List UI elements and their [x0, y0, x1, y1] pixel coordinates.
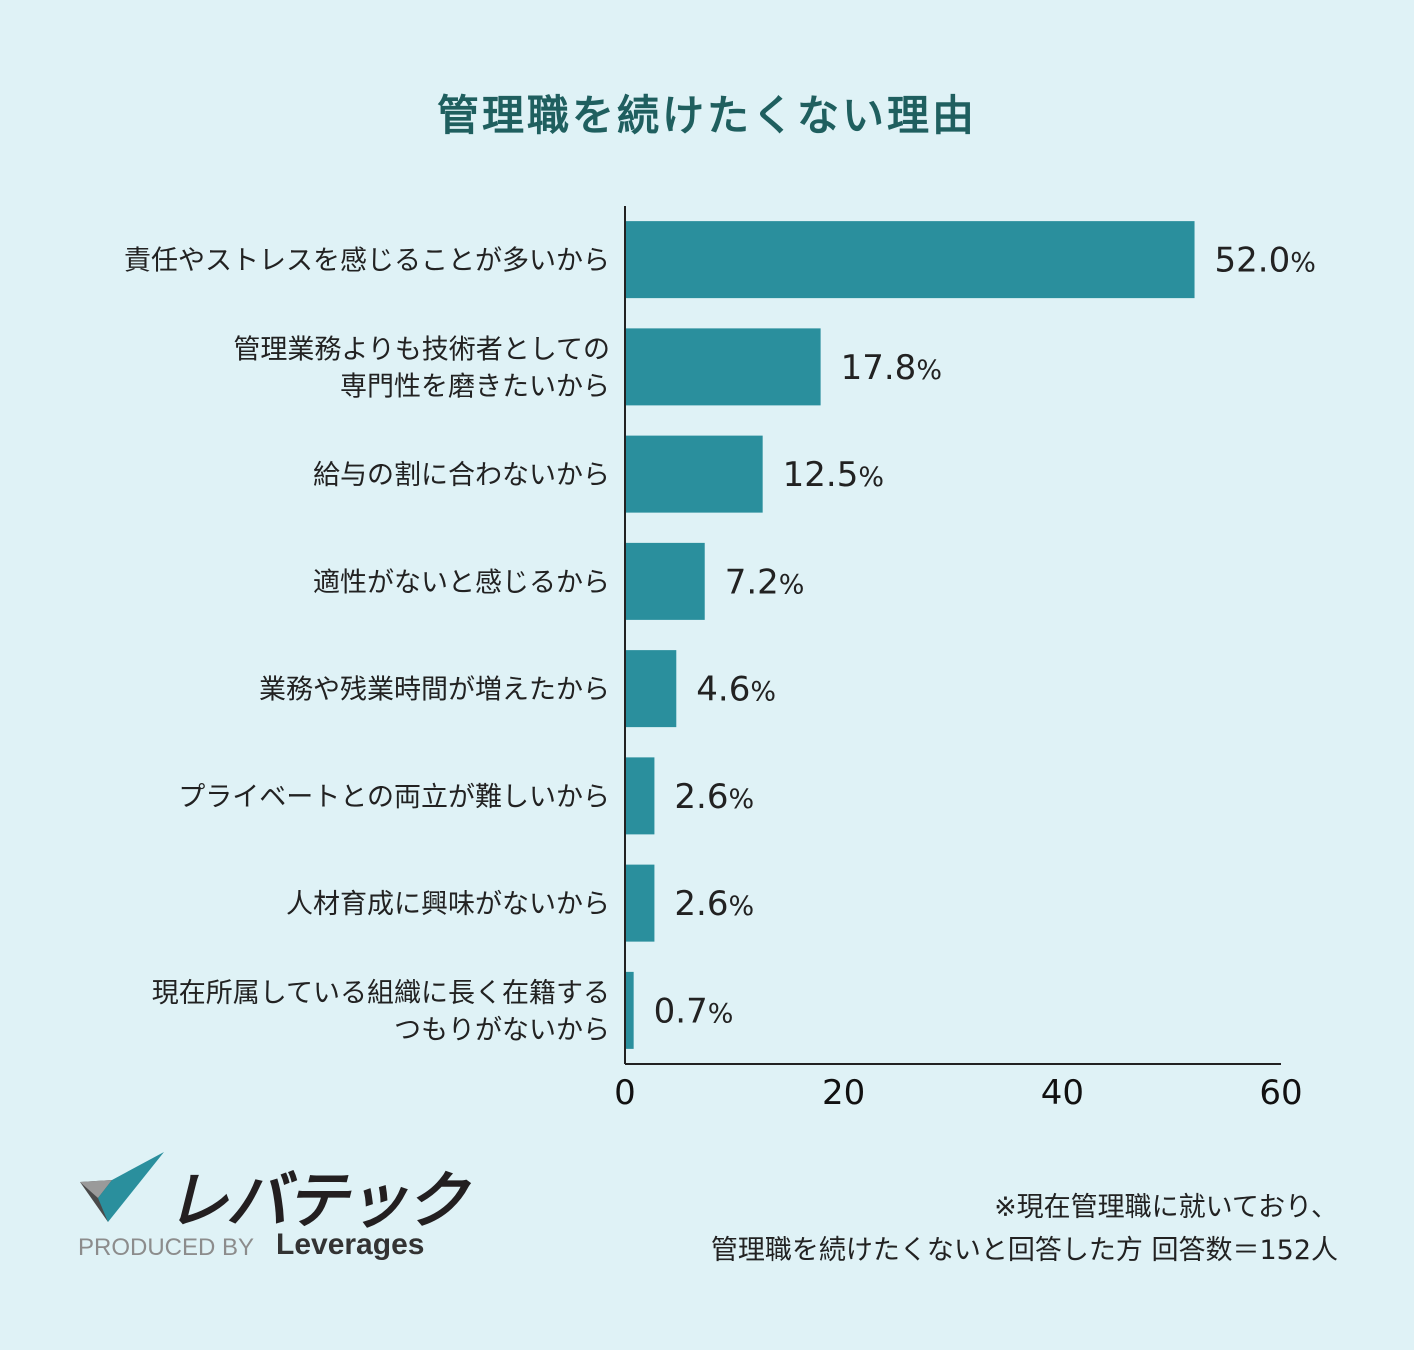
- footnote: ※現在管理職に就いており、 管理職を続けたくないと回答した方 回答数＝152人: [711, 1186, 1338, 1272]
- value-label-1: 17.8%: [841, 348, 942, 388]
- value-label-7: 0.7%: [654, 991, 734, 1031]
- bar-7: [626, 971, 634, 1049]
- bar-3: [626, 542, 705, 620]
- checkmark-logo-icon: [80, 1152, 164, 1222]
- category-label-0: 責任やストレスを感じることが多いから: [124, 246, 610, 277]
- brand-logo: レバテック PRODUCED BY Leverages: [78, 1150, 468, 1270]
- value-label-3: 7.2%: [725, 562, 805, 602]
- produced-by-label: PRODUCED BY: [78, 1234, 255, 1261]
- x-tick-label-1: 20: [822, 1073, 865, 1113]
- category-label-5: プライベートとの両立が難しいから: [178, 782, 610, 813]
- bar-0: [626, 221, 1195, 299]
- category-label-4: 業務や残業時間が増えたから: [259, 675, 610, 706]
- bars-layer: [626, 221, 1195, 1049]
- ticks-layer: 0 20 40 60: [614, 1073, 1302, 1113]
- value-label-5: 2.6%: [674, 777, 754, 817]
- bar-2: [626, 435, 763, 513]
- chart-title: 管理職を続けたくない理由: [436, 91, 977, 140]
- bar-5: [626, 757, 655, 835]
- footnote-line-2: 管理職を続けたくないと回答した方 回答数＝152人: [710, 1235, 1338, 1266]
- category-label-6: 人材育成に興味がないから: [286, 889, 610, 920]
- company-name: Leverages: [276, 1228, 425, 1261]
- x-tick-label-0: 0: [614, 1073, 636, 1113]
- labels-layer: 52.0% 責任やストレスを感じることが多いから 17.8% 管理業務よりも技術者とし…: [124, 241, 1316, 1046]
- bar-6: [626, 864, 655, 942]
- category-label-7: 現在所属している組織に長く在籍するつもりがないから: [152, 978, 610, 1046]
- category-label-2: 給与の割に合わないから: [313, 460, 610, 491]
- x-tick-label-3: 60: [1259, 1073, 1302, 1113]
- category-label-3: 適性がないと感じるから: [313, 567, 610, 598]
- value-label-6: 2.6%: [674, 884, 754, 924]
- bar-1: [626, 328, 821, 406]
- value-label-4: 4.6%: [696, 670, 776, 710]
- bar-4: [626, 650, 677, 728]
- brand-name: レバテック: [166, 1164, 468, 1237]
- category-label-1: 管理業務よりも技術者としての専門性を磨きたいから: [233, 334, 610, 402]
- value-label-0: 52.0%: [1215, 241, 1316, 281]
- footnote-line-1: ※現在管理職に就いており、: [994, 1192, 1338, 1223]
- value-label-2: 12.5%: [783, 455, 884, 495]
- bar-chart: 52.0% 責任やストレスを感じることが多いから 17.8% 管理業務よりも技術者とし…: [124, 206, 1316, 1113]
- x-tick-label-2: 40: [1041, 1073, 1084, 1113]
